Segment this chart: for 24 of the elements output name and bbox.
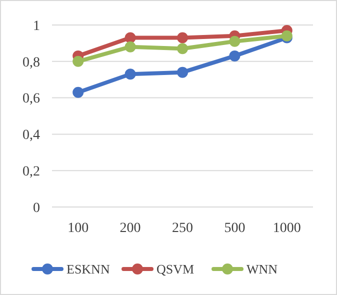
- point: [177, 43, 188, 54]
- y-tick-label: 0,6: [22, 92, 40, 107]
- x-tick-label: 500: [224, 221, 246, 236]
- point: [177, 32, 188, 44]
- point: [124, 32, 136, 44]
- legend-label: QSVM: [156, 262, 195, 277]
- point: [177, 66, 188, 78]
- legend-label: WNN: [246, 262, 278, 277]
- legend-label: ESKNN: [66, 262, 110, 277]
- point: [72, 86, 84, 98]
- point: [124, 68, 136, 80]
- point: [124, 41, 136, 52]
- y-tick-label: 0: [33, 200, 40, 216]
- y-tick-label: 0,8: [22, 55, 40, 70]
- point: [72, 56, 84, 67]
- point: [229, 36, 240, 47]
- point: [229, 50, 240, 62]
- y-tick-label: 0,4: [22, 128, 40, 144]
- x-tick-label: 1000: [272, 221, 301, 236]
- y-tick-label: 0,2: [22, 164, 40, 180]
- x-tick-label: 200: [120, 221, 141, 236]
- y-tick-label: 1: [33, 18, 40, 34]
- x-tick-label: 100: [68, 221, 89, 236]
- x-tick-label: 250: [172, 221, 193, 236]
